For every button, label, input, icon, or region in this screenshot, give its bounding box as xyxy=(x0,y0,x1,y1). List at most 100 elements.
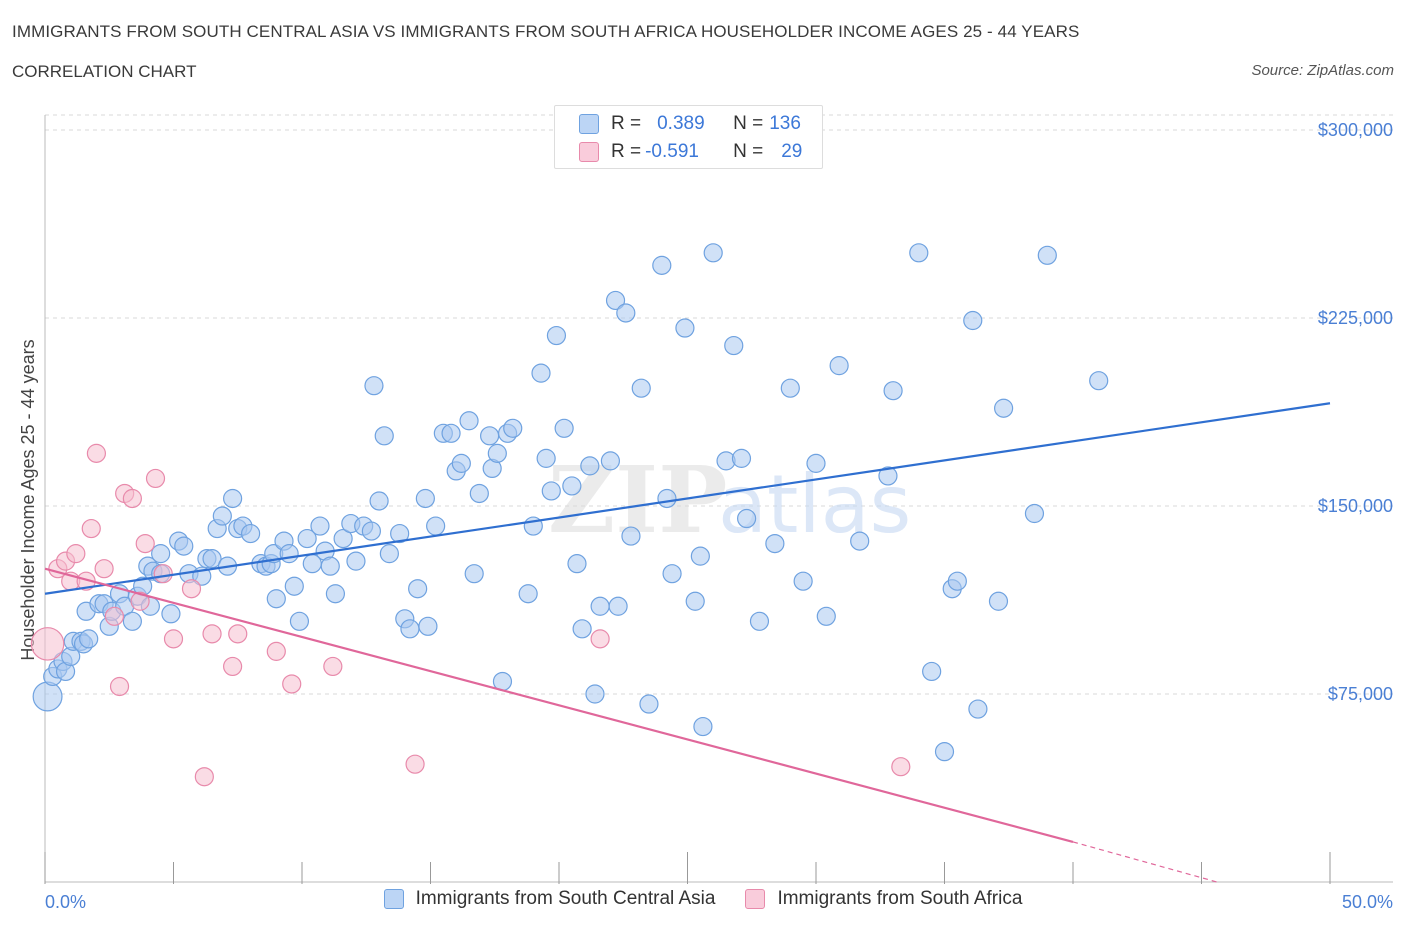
chart-title: IMMIGRANTS FROM SOUTH CENTRAL ASIA VS IM… xyxy=(12,22,1080,41)
legend-n-label: N = xyxy=(733,113,764,134)
data-point xyxy=(541,481,561,501)
data-point xyxy=(693,716,713,737)
data-point xyxy=(379,544,399,564)
data-point xyxy=(451,453,471,473)
data-point xyxy=(480,426,500,446)
bottom-legend-swatch-pink xyxy=(745,889,766,909)
data-point xyxy=(153,564,173,584)
data-point xyxy=(374,426,394,446)
data-point xyxy=(464,564,484,584)
data-point xyxy=(333,528,353,549)
data-point xyxy=(968,699,988,719)
data-point xyxy=(503,418,523,438)
data-point xyxy=(780,378,800,398)
data-point xyxy=(731,448,752,468)
legend-r-label: R = xyxy=(611,113,642,134)
trend-line-series-2 xyxy=(44,567,1074,843)
data-point xyxy=(174,536,194,556)
data-point xyxy=(703,243,723,263)
data-point xyxy=(320,556,340,576)
data-point xyxy=(122,488,142,509)
data-point xyxy=(1037,245,1057,265)
data-point xyxy=(546,325,567,346)
source-label: Source: ZipAtlas.com xyxy=(1251,62,1394,79)
data-point xyxy=(806,453,826,473)
legend-r-value: 0.389 xyxy=(657,113,705,134)
data-point xyxy=(652,255,672,275)
data-point xyxy=(418,616,438,636)
data-point xyxy=(145,468,166,489)
data-point xyxy=(816,606,836,626)
data-point xyxy=(793,571,813,591)
data-point xyxy=(282,674,302,694)
data-point xyxy=(310,516,330,536)
data-point xyxy=(883,381,903,401)
data-point xyxy=(765,533,785,554)
bottom-legend-label-2: Immigrants from South Africa xyxy=(777,888,1023,909)
data-point xyxy=(426,516,446,536)
data-point xyxy=(212,506,232,526)
data-point xyxy=(223,488,243,509)
data-point xyxy=(202,624,222,644)
bottom-legend-series-2: Immigrants from South Africa xyxy=(745,888,1022,910)
data-point xyxy=(346,551,366,571)
data-point xyxy=(325,584,346,604)
data-point xyxy=(608,596,628,616)
data-point xyxy=(891,757,911,777)
legend-swatch-pink xyxy=(579,142,599,162)
data-point xyxy=(567,554,587,574)
data-point xyxy=(284,576,304,596)
legend-n-value: 29 xyxy=(781,141,803,162)
data-point xyxy=(605,290,626,311)
data-point xyxy=(963,310,983,331)
trend-line-series-2-extension xyxy=(1072,841,1218,883)
gridlines xyxy=(45,114,1393,695)
data-point xyxy=(580,456,600,476)
data-point xyxy=(266,589,286,609)
legend-n-value: 136 xyxy=(769,113,801,134)
data-point xyxy=(994,398,1014,418)
legend-row-series-1: R = 0.389 N = 136 xyxy=(579,112,801,136)
data-point xyxy=(657,488,677,509)
data-point xyxy=(675,318,695,338)
y-axis-label: Householder Income Ages 25 - 44 years xyxy=(18,339,38,660)
y-tick-labels: $75,000 $150,000 $225,000 $300,000 xyxy=(1318,120,1393,704)
data-point xyxy=(266,641,286,661)
data-point xyxy=(922,661,942,682)
legend-swatch-blue xyxy=(579,114,599,134)
data-point xyxy=(223,656,243,677)
x-tick-label-min: 0.0% xyxy=(45,892,86,912)
data-point xyxy=(909,243,929,263)
data-point xyxy=(241,523,261,544)
data-point xyxy=(104,606,124,626)
chart-subtitle: CORRELATION CHART xyxy=(12,62,197,81)
data-point xyxy=(297,528,317,549)
data-point xyxy=(361,521,381,541)
data-point xyxy=(600,451,621,471)
data-point xyxy=(163,629,184,649)
y-tick-label: $225,000 xyxy=(1318,308,1393,328)
data-point xyxy=(202,549,222,569)
data-point xyxy=(518,584,538,604)
y-tick-label: $150,000 xyxy=(1318,496,1393,516)
data-point xyxy=(749,611,770,631)
data-point xyxy=(1089,371,1109,391)
data-point xyxy=(850,531,870,551)
axes xyxy=(44,115,1393,884)
data-point xyxy=(369,491,389,511)
data-point xyxy=(364,376,384,396)
data-point xyxy=(662,564,682,584)
data-point xyxy=(536,448,556,468)
data-point xyxy=(572,619,592,639)
data-point xyxy=(130,591,150,611)
data-point xyxy=(194,767,214,787)
bottom-legend-label-1: Immigrants from South Central Asia xyxy=(415,888,716,909)
data-point xyxy=(279,544,299,564)
data-point xyxy=(988,591,1009,611)
data-point xyxy=(94,559,114,579)
data-point xyxy=(79,629,99,649)
data-point xyxy=(487,443,507,463)
data-point xyxy=(81,518,101,539)
data-point xyxy=(228,624,248,644)
